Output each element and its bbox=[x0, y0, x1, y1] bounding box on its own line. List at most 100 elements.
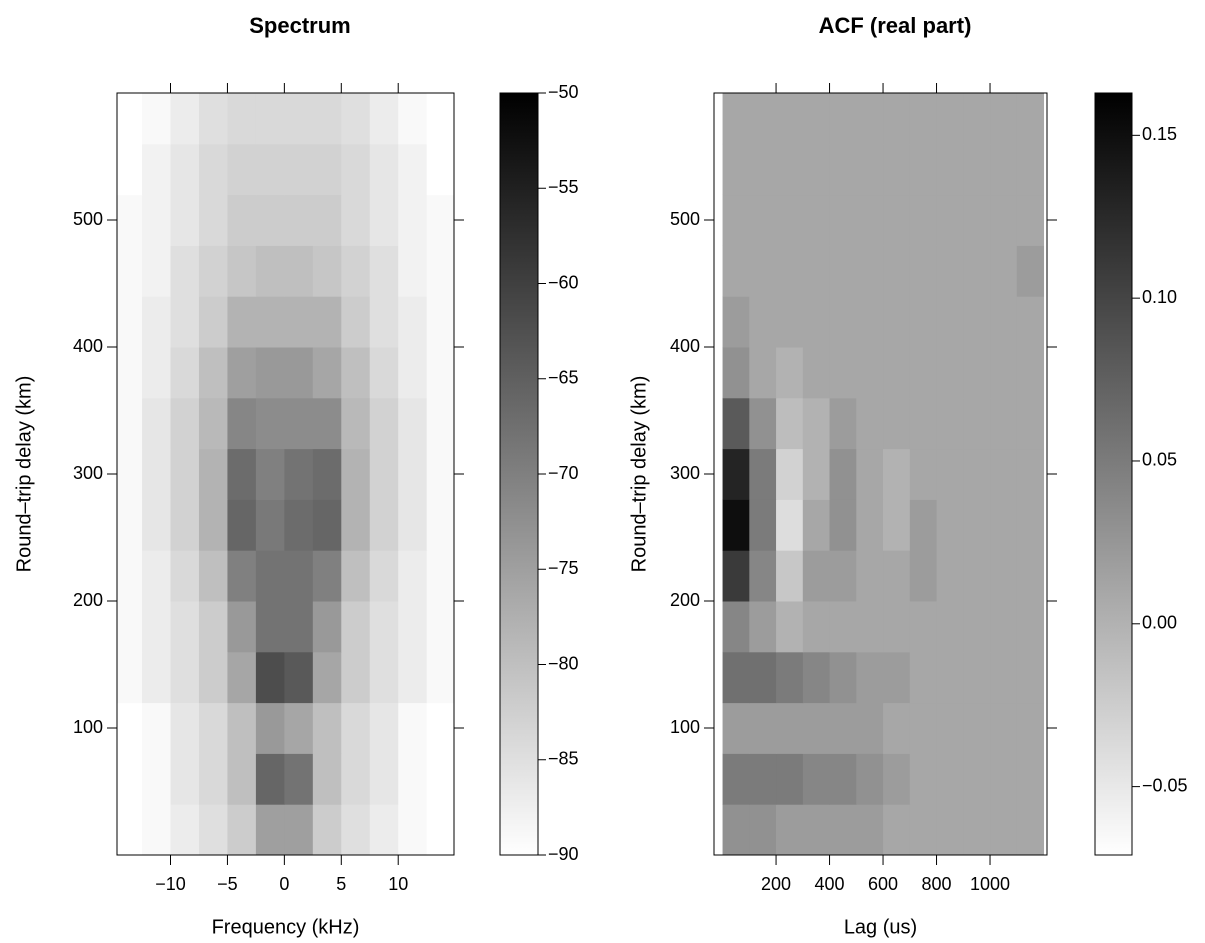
heat-cell bbox=[198, 601, 228, 653]
heat-cell bbox=[990, 601, 1018, 653]
heat-cell bbox=[117, 702, 143, 754]
heat-cell bbox=[883, 499, 911, 551]
heat-cell bbox=[227, 194, 257, 246]
heat-cell bbox=[990, 347, 1018, 399]
x-tick-label: 0 bbox=[279, 874, 289, 894]
heat-cell bbox=[142, 245, 172, 297]
heat-cell bbox=[227, 397, 257, 450]
heat-cell bbox=[829, 93, 857, 145]
heat-cell bbox=[142, 93, 172, 145]
heat-cell bbox=[802, 397, 831, 450]
heat-cell bbox=[776, 753, 804, 805]
heat-cell bbox=[722, 753, 750, 805]
heat-cell bbox=[255, 296, 285, 348]
y-axis-label: Round–trip delay (km) bbox=[13, 376, 35, 573]
heat-cell bbox=[990, 651, 1018, 704]
y-tick-label: 100 bbox=[670, 717, 700, 737]
heat-cell bbox=[749, 702, 777, 754]
heat-cell bbox=[722, 448, 750, 500]
y-tick-label: 100 bbox=[73, 717, 103, 737]
heat-cell bbox=[963, 804, 991, 856]
heat-cell bbox=[284, 245, 314, 297]
heat-cell bbox=[856, 296, 884, 348]
heat-cell bbox=[170, 448, 200, 500]
heat-cell bbox=[255, 804, 285, 856]
heat-cell bbox=[802, 601, 831, 653]
heat-cell bbox=[749, 245, 777, 297]
heat-cell bbox=[341, 194, 371, 246]
colorbar bbox=[499, 92, 539, 856]
heat-cell bbox=[426, 143, 455, 196]
heat-cell bbox=[369, 347, 399, 399]
colorbar-tick-label: −65 bbox=[548, 368, 579, 388]
heat-cell bbox=[829, 753, 857, 805]
heat-cell bbox=[284, 143, 314, 196]
x-tick-label: 800 bbox=[922, 874, 952, 894]
heat-cell bbox=[284, 804, 314, 856]
heat-cell bbox=[856, 550, 884, 602]
heat-cell bbox=[426, 499, 455, 551]
heat-cell bbox=[369, 296, 399, 348]
heat-cell bbox=[284, 550, 314, 602]
heat-cell bbox=[883, 296, 911, 348]
chart-title: Spectrum bbox=[249, 13, 350, 38]
heat-cell bbox=[829, 143, 857, 196]
heat-cell bbox=[398, 448, 428, 500]
heat-cell bbox=[312, 804, 342, 856]
heat-cell bbox=[117, 296, 143, 348]
heat-cell bbox=[198, 753, 228, 805]
heat-cell bbox=[312, 601, 342, 653]
heat-cell bbox=[776, 143, 804, 196]
heat-cell bbox=[398, 143, 428, 196]
heat-cell bbox=[284, 448, 314, 500]
heat-cell bbox=[341, 143, 371, 196]
heat-cell bbox=[369, 702, 399, 754]
heat-cell bbox=[749, 194, 777, 246]
heat-cell bbox=[117, 448, 143, 500]
heat-cell bbox=[369, 143, 399, 196]
heat-cell bbox=[1016, 93, 1045, 145]
heat-cell bbox=[170, 601, 200, 653]
heat-cell bbox=[255, 194, 285, 246]
heat-cell bbox=[341, 601, 371, 653]
heat-cell bbox=[1016, 245, 1045, 297]
x-axis-label: Frequency (kHz) bbox=[212, 916, 360, 938]
x-tick-label: 5 bbox=[336, 874, 346, 894]
y-tick-label: 300 bbox=[670, 463, 700, 483]
heat-cell bbox=[936, 651, 964, 704]
heat-cell bbox=[142, 550, 172, 602]
heat-cell bbox=[936, 702, 964, 754]
heat-cell bbox=[883, 702, 911, 754]
heat-cell bbox=[369, 194, 399, 246]
heat-cell bbox=[776, 550, 804, 602]
heat-cell bbox=[398, 347, 428, 399]
heat-cell bbox=[856, 448, 884, 500]
heat-cell bbox=[909, 194, 938, 246]
heat-cell bbox=[963, 194, 991, 246]
colorbar-tick-label: −50 bbox=[548, 82, 579, 102]
heat-cell bbox=[198, 499, 228, 551]
heat-cell bbox=[398, 651, 428, 704]
heat-cell bbox=[170, 143, 200, 196]
heat-cell bbox=[883, 194, 911, 246]
x-tick-label: 10 bbox=[388, 874, 408, 894]
heat-cell bbox=[856, 804, 884, 856]
heat-cell bbox=[749, 753, 777, 805]
heat-cell bbox=[963, 651, 991, 704]
heat-cell bbox=[426, 601, 455, 653]
heat-cell bbox=[776, 651, 804, 704]
heat-cell bbox=[341, 448, 371, 500]
heat-cell bbox=[909, 347, 938, 399]
y-axis-label: Round–trip delay (km) bbox=[628, 376, 650, 573]
heat-cell bbox=[749, 347, 777, 399]
heat-cell bbox=[1016, 143, 1045, 196]
heat-cell bbox=[990, 143, 1018, 196]
heat-cell bbox=[227, 601, 257, 653]
heat-cell bbox=[142, 601, 172, 653]
heat-cell bbox=[198, 550, 228, 602]
heat-cell bbox=[312, 448, 342, 500]
heat-cell bbox=[802, 651, 831, 704]
heat-cell bbox=[776, 601, 804, 653]
heat-cell bbox=[398, 194, 428, 246]
heat-cell bbox=[312, 245, 342, 297]
